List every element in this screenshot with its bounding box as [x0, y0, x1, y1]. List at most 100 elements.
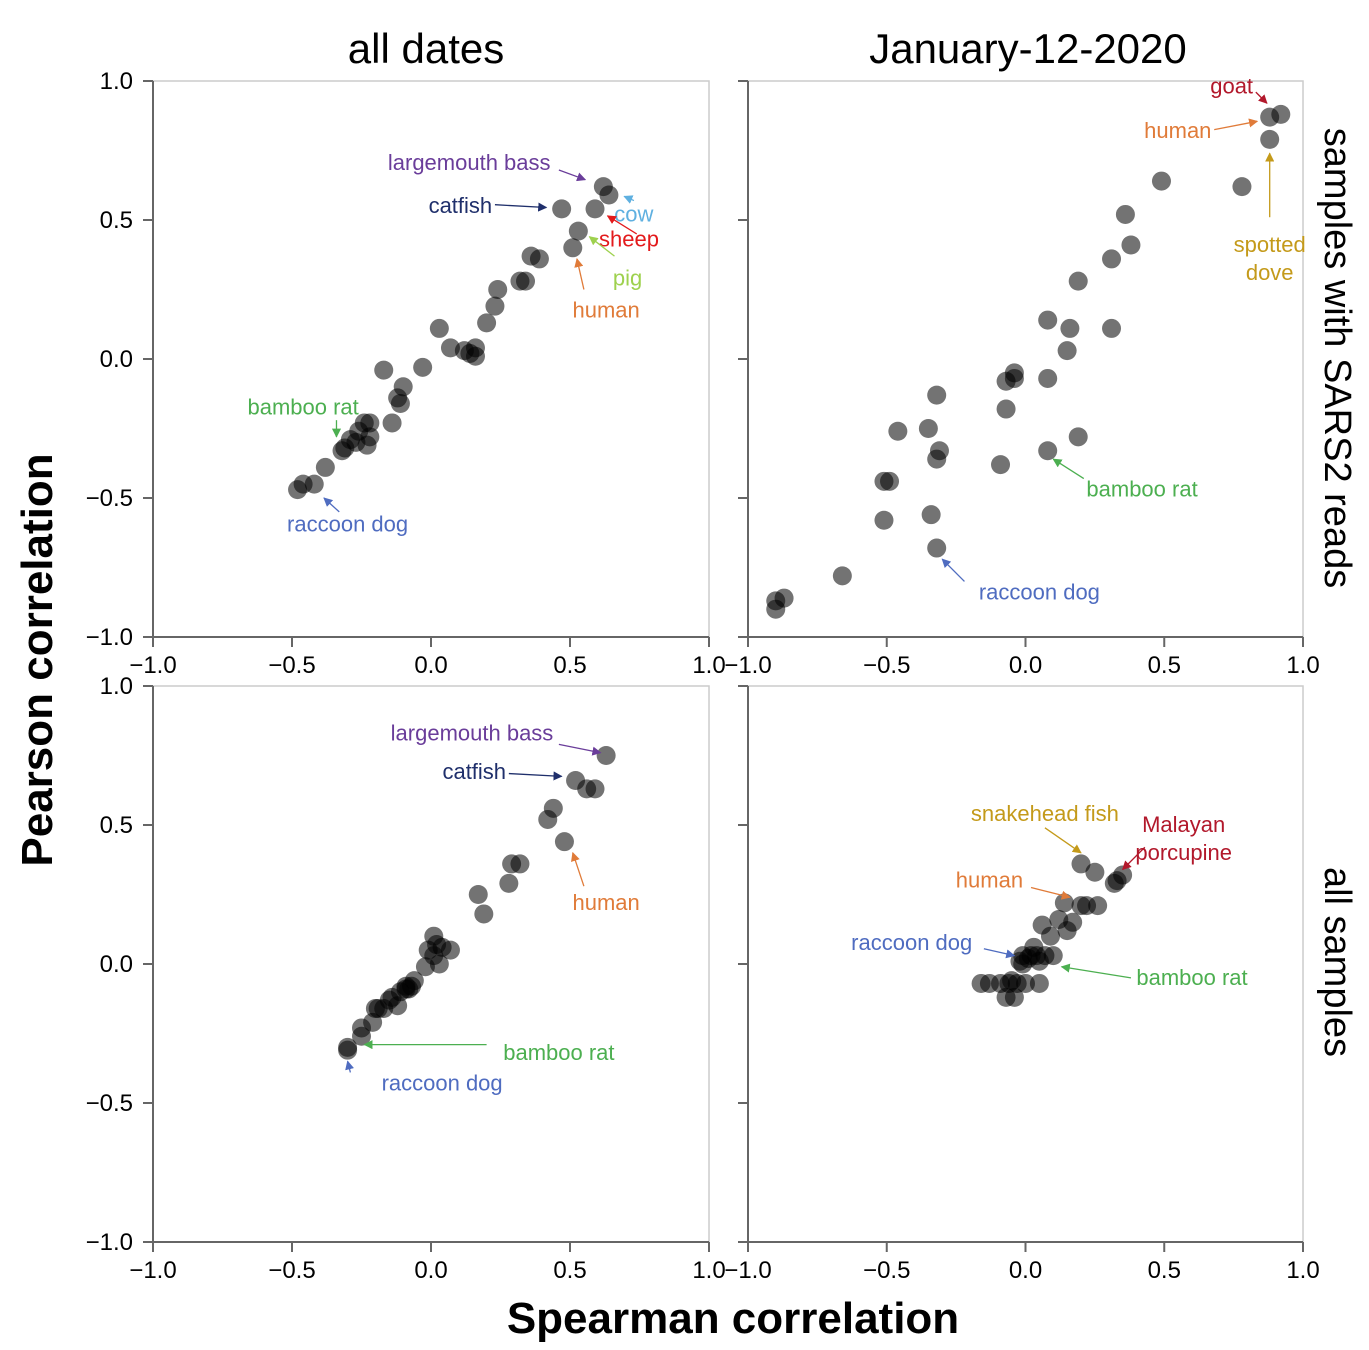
annotation-arrow: [941, 558, 965, 582]
data-point: [596, 746, 616, 765]
data-point: [1102, 249, 1122, 269]
data-point: [1038, 310, 1058, 330]
annotation-label: goat: [1210, 74, 1253, 99]
data-point: [888, 421, 908, 441]
y-tick-label: −1.0: [86, 1229, 133, 1256]
data-point: [1038, 368, 1058, 388]
data-point: [304, 474, 324, 494]
data-point: [499, 873, 519, 893]
data-point: [927, 538, 947, 558]
y-tick-label: −0.5: [86, 485, 133, 512]
annotation-label: snakehead fish: [971, 801, 1119, 826]
x-tick-label: −0.5: [268, 652, 315, 679]
data-point: [429, 318, 449, 338]
x-tick-label: 1.0: [1286, 652, 1319, 679]
data-point: [390, 393, 410, 413]
y-tick-label: 0.0: [100, 346, 133, 373]
data-point: [1151, 171, 1171, 191]
row-title-all-samples: all samples: [1316, 867, 1358, 1057]
data-point: [338, 1037, 358, 1057]
data-point: [465, 338, 485, 358]
data-point: [991, 455, 1011, 475]
annotation-arrow: [606, 215, 638, 235]
data-point: [585, 779, 605, 799]
y-tick-label: −0.5: [86, 1090, 133, 1117]
annotation-label: bamboo rat: [1136, 965, 1247, 990]
annotation-label: raccoon dog: [287, 511, 408, 536]
x-tick-label: 0.5: [1148, 1257, 1181, 1284]
column-title-all-dates: all dates: [348, 25, 504, 72]
x-tick-label: −1.0: [724, 652, 771, 679]
data-point: [1016, 973, 1035, 993]
annotation-arrow: [1214, 118, 1259, 131]
data-point: [1271, 104, 1291, 124]
data-point: [1085, 862, 1105, 882]
x-tick-label: 0.0: [414, 1257, 447, 1284]
y-axis-title: Pearson correlation: [13, 453, 62, 866]
data-point: [413, 357, 433, 377]
x-tick-label: −1.0: [129, 1257, 176, 1284]
annotation-arrow: [1030, 886, 1071, 900]
x-tick-label: −0.5: [863, 652, 910, 679]
annotation-label: bamboo rat: [247, 395, 358, 420]
data-point: [1102, 318, 1122, 338]
column-title-january-12-2020: January-12-2020: [869, 25, 1187, 72]
annotation-label: catfish: [429, 193, 493, 218]
annotation-arrow: [1052, 458, 1085, 480]
x-tick-label: −0.5: [268, 1257, 315, 1284]
x-tick-label: −1.0: [724, 1257, 771, 1284]
annotation-label: Malayan: [1142, 812, 1225, 837]
annotation-label: human: [572, 890, 639, 915]
data-point: [440, 940, 460, 960]
x-tick-label: 1.0: [1286, 1257, 1319, 1284]
annotation-arrow: [1121, 846, 1146, 871]
data-point: [585, 199, 605, 219]
annotation-label: cow: [614, 201, 653, 226]
data-point: [1063, 912, 1083, 932]
annotation-label: spotted: [1234, 232, 1306, 257]
annotation-arrow: [588, 236, 615, 257]
y-tick-label: 0.5: [100, 812, 133, 839]
x-tick-label: 1.0: [692, 652, 725, 679]
annotation-label: raccoon dog: [382, 1071, 503, 1096]
data-point: [918, 419, 938, 438]
annotation-arrow: [1044, 827, 1082, 854]
x-tick-label: 0.0: [1009, 652, 1042, 679]
y-tick-label: −1.0: [86, 624, 133, 651]
data-point: [429, 954, 449, 974]
data-point: [1029, 973, 1049, 993]
data-point: [554, 832, 574, 852]
annotation-label: raccoon dog: [979, 580, 1100, 605]
data-point: [1071, 854, 1091, 874]
row-title-samples-with-sars2-reads: samples with SARS2 reads: [1316, 128, 1358, 588]
annotation-arrow: [345, 1060, 355, 1073]
data-point: [360, 413, 380, 433]
annotation-label: bamboo rat: [1086, 477, 1197, 502]
data-point: [315, 457, 335, 477]
annotation-arrow: [494, 202, 548, 212]
data-point: [474, 904, 494, 924]
data-point: [1060, 318, 1080, 338]
data-point: [374, 360, 394, 380]
data-point: [880, 471, 900, 491]
data-point: [404, 971, 424, 991]
annotation-label: largemouth bass: [388, 150, 551, 175]
data-point: [1088, 896, 1108, 916]
annotation-label: human: [956, 868, 1023, 893]
annotation-arrow: [983, 948, 1016, 959]
data-point: [485, 296, 505, 316]
panel-top-left: −1.0 −0.5 0.0 0.5 1.0 −1.0 −0.5 0.0 0.5 1.0 largem…: [86, 68, 726, 679]
panel-bottom-right: −1.0 −0.5 0.0 0.5 1.0 snakehead fish Malayan po…: [724, 685, 1320, 1284]
annotation-label: human: [1144, 118, 1211, 143]
data-point: [543, 798, 563, 818]
data-point: [568, 221, 588, 241]
annotation-label: largemouth bass: [391, 720, 554, 745]
x-tick-label: 0.0: [414, 652, 447, 679]
annotation-label: catfish: [442, 759, 506, 784]
data-point: [1121, 235, 1141, 255]
data-point: [921, 505, 941, 525]
data-point: [1232, 177, 1252, 197]
x-tick-label: −0.5: [863, 1257, 910, 1284]
data-point: [468, 885, 488, 904]
